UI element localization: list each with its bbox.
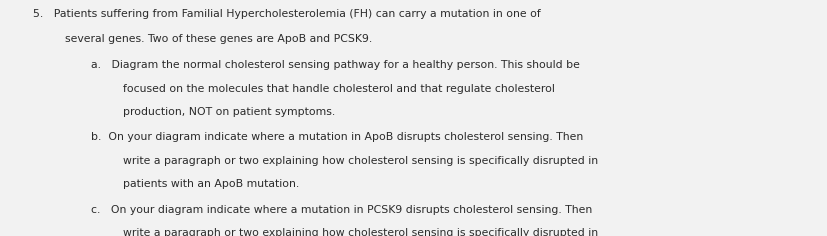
Text: focused on the molecules that handle cholesterol and that regulate cholesterol: focused on the molecules that handle cho… [122,84,554,94]
Text: b.  On your diagram indicate where a mutation in ApoB disrupts cholesterol sensi: b. On your diagram indicate where a muta… [91,132,583,142]
Text: production, NOT on patient symptoms.: production, NOT on patient symptoms. [122,107,334,117]
Text: write a paragraph or two explaining how cholesterol sensing is specifically disr: write a paragraph or two explaining how … [122,156,597,166]
Text: c.   On your diagram indicate where a mutation in PCSK9 disrupts cholesterol sen: c. On your diagram indicate where a muta… [91,205,591,215]
Text: several genes. Two of these genes are ApoB and PCSK9.: several genes. Two of these genes are Ap… [65,34,371,44]
Text: patients with an ApoB mutation.: patients with an ApoB mutation. [122,179,299,189]
Text: 5.   Patients suffering from Familial Hypercholesterolemia (FH) can carry a muta: 5. Patients suffering from Familial Hype… [33,9,540,19]
Text: write a paragraph or two explaining how cholesterol sensing is specifically disr: write a paragraph or two explaining how … [122,228,597,236]
Text: a.   Diagram the normal cholesterol sensing pathway for a healthy person. This s: a. Diagram the normal cholesterol sensin… [91,60,579,70]
